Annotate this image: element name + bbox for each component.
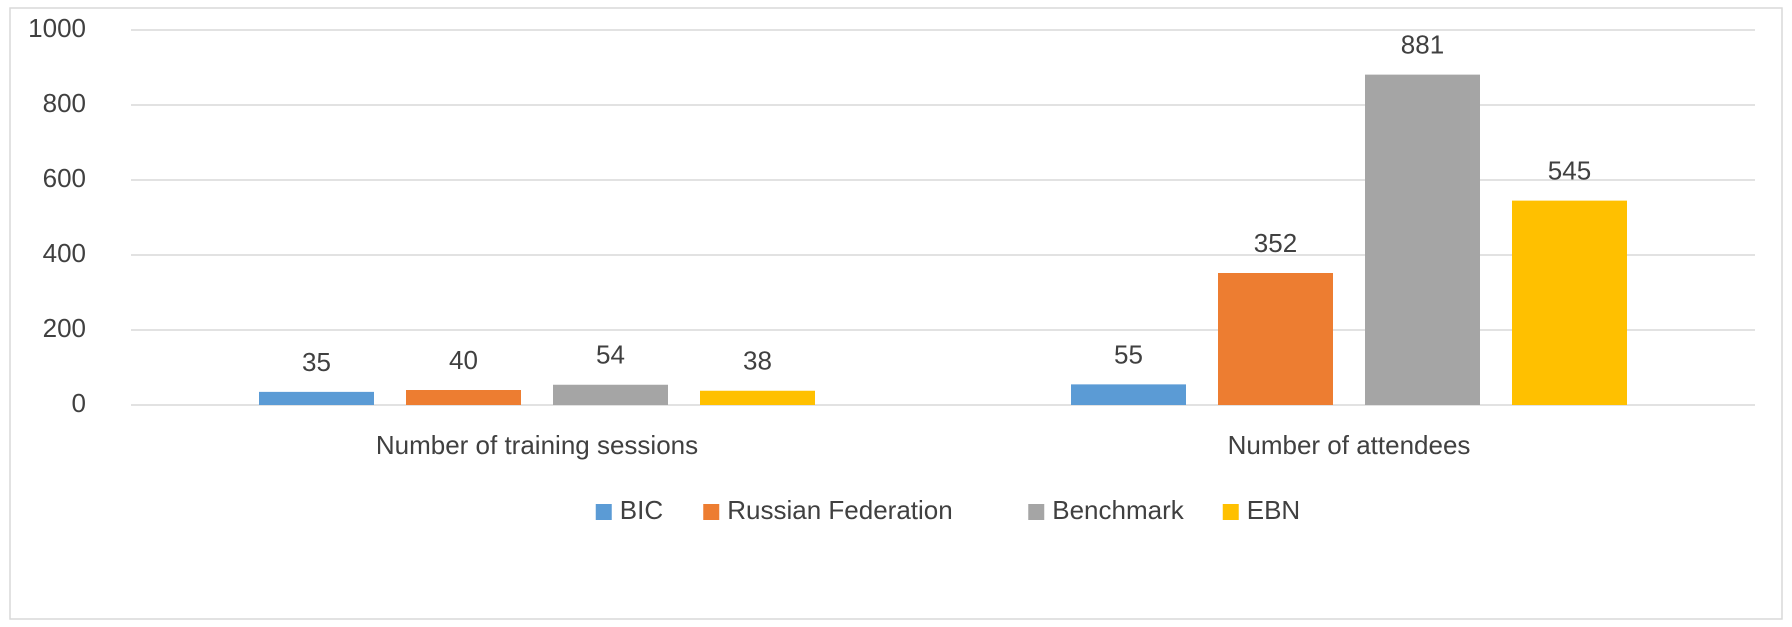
value-label: 352	[1254, 228, 1297, 258]
x-tick-label: Number of attendees	[1228, 430, 1471, 460]
legend-label: Benchmark	[1052, 495, 1184, 525]
x-tick-label: Number of training sessions	[376, 430, 698, 460]
value-label: 55	[1114, 339, 1143, 369]
legend-swatch	[595, 504, 612, 520]
value-label: 54	[596, 340, 625, 370]
value-label: 881	[1401, 30, 1444, 60]
y-tick-label: 0	[72, 388, 86, 418]
y-tick-label: 1000	[28, 13, 86, 43]
legend-label: EBN	[1247, 495, 1300, 525]
y-tick-label: 800	[43, 88, 86, 118]
value-label: 35	[302, 347, 331, 377]
bar	[553, 384, 668, 405]
bar	[700, 390, 815, 405]
bar	[1365, 74, 1480, 405]
y-tick-label: 600	[43, 163, 86, 193]
legend-swatch	[1222, 504, 1239, 520]
bar	[1071, 384, 1186, 405]
bar	[406, 390, 521, 405]
value-label: 38	[743, 346, 772, 376]
legend-swatch	[703, 504, 720, 520]
bar	[1512, 200, 1627, 405]
bar	[259, 391, 374, 405]
y-tick-label: 200	[43, 313, 86, 343]
value-label: 40	[449, 345, 478, 375]
bar	[1218, 273, 1333, 405]
legend-label: Russian Federation	[727, 495, 952, 525]
chart-border	[9, 7, 1783, 620]
legend-swatch	[1028, 504, 1045, 520]
y-tick-label: 400	[43, 238, 86, 268]
value-label: 545	[1548, 156, 1591, 186]
legend-label: BIC	[620, 495, 663, 525]
